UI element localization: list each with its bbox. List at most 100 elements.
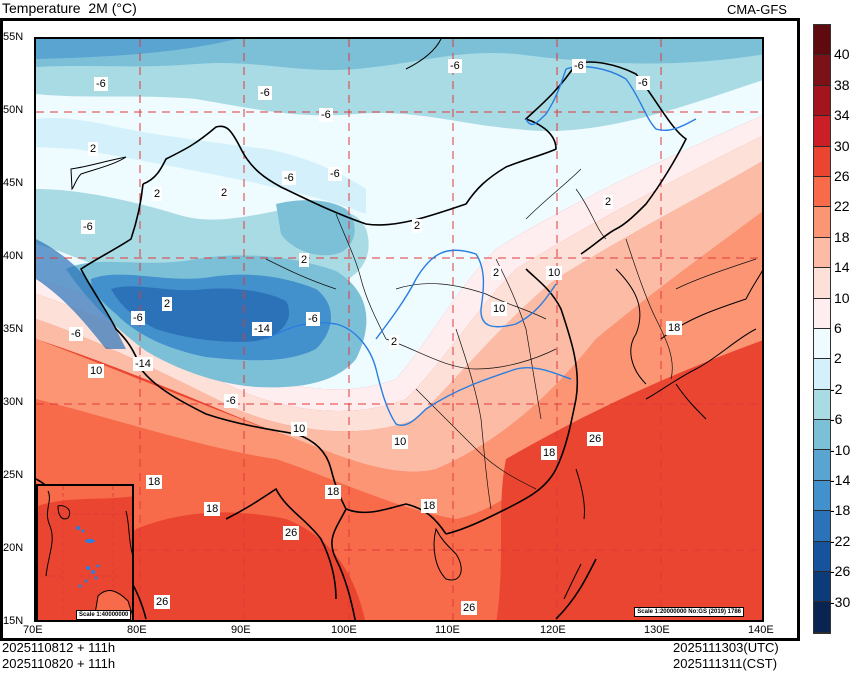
contour-label: 18 (325, 485, 342, 499)
colorbar-tick-label: -26 (830, 563, 851, 580)
contour-label: -6 (319, 108, 333, 122)
lon-label: 70E (23, 624, 43, 636)
colorbar-tick-label: 26 (834, 168, 850, 184)
contour-label: -6 (282, 171, 296, 185)
lat-label: 55N (3, 31, 24, 43)
contour-label: -6 (636, 76, 650, 90)
init-time-cst: 2025110820 + 111h (2, 656, 116, 671)
lat-label: 15N (3, 615, 24, 627)
contour-label: 2 (491, 266, 502, 280)
colorbar-segment (814, 298, 830, 329)
contour-label: -14 (252, 322, 272, 336)
colorbar-tick-label: -14 (830, 472, 851, 488)
contour-label: -6 (306, 312, 320, 326)
contour-label: 26 (461, 601, 478, 615)
colorbar-segment (814, 541, 830, 573)
colorbar-segment (814, 328, 830, 360)
contour-label: -6 (94, 77, 108, 91)
contour-label: -14 (133, 357, 153, 371)
contour-label: -6 (572, 59, 586, 73)
contour-label: -6 (69, 327, 83, 341)
temperature-map[interactable]: -6 -6 -6 -6 -6 -6 2 -6 -6 2 2 -6 2 2 2 2… (34, 37, 764, 622)
contour-label: 26 (283, 526, 300, 540)
lat-label: 30N (3, 396, 24, 408)
lon-label: 110E (435, 624, 460, 636)
colorbar-tick-label: 18 (834, 228, 850, 245)
inset-map (38, 486, 132, 620)
colorbar-segment (814, 237, 830, 269)
contour-label: 10 (392, 435, 409, 449)
temperature-field (36, 39, 762, 620)
colorbar-tick-label: -2 (830, 380, 843, 397)
lon-label: 90E (231, 624, 251, 636)
contour-label: 2 (412, 219, 423, 233)
south-china-sea-inset: Scale 1:40000000 (36, 484, 134, 620)
colorbar-segment (814, 268, 830, 299)
colorbar-tick-label: 30 (834, 137, 850, 154)
contour-label: 18 (421, 499, 438, 513)
colorbar-tick-label: 10 (834, 289, 850, 306)
contour-label: 18 (204, 502, 221, 516)
contour-label: 18 (146, 475, 163, 489)
contour-label: -6 (328, 167, 342, 181)
colorbar-tick-label: 40 (834, 46, 850, 63)
lat-label: 25N (3, 469, 24, 481)
colorbar-segment (814, 420, 830, 451)
colorbar-tick-label: -22 (830, 532, 851, 549)
valid-time-utc: 2025111303(UTC) (673, 640, 779, 655)
contour-label: 2 (299, 253, 310, 267)
province-boundaries (265, 168, 757, 510)
colorbar-tick-label: -30 (830, 593, 851, 610)
contour-label: 18 (666, 321, 683, 335)
colorbar-tick-label: 34 (834, 107, 850, 124)
colorbar-segment (814, 572, 830, 603)
colorbar (813, 24, 831, 634)
colorbar-segment (814, 602, 830, 633)
colorbar-segment (814, 25, 830, 56)
contour-label: 10 (546, 266, 563, 280)
contour-label: -6 (448, 59, 462, 73)
colorbar-segment (814, 511, 830, 542)
valid-time-cst: 2025111311(CST) (673, 656, 778, 671)
colorbar-tick-label: -6 (830, 411, 843, 428)
lat-label: 40N (3, 250, 24, 262)
contour-label: 10 (291, 422, 308, 436)
lon-label: 140E (748, 624, 774, 636)
colorbar-segment (814, 85, 830, 117)
contour-label: -6 (258, 86, 272, 100)
colorbar-tick-label: -10 (830, 441, 851, 458)
lat-label: 50N (3, 104, 24, 116)
contour-label: 18 (541, 446, 558, 460)
contour-label: 2 (389, 335, 400, 349)
lat-label: 35N (3, 323, 24, 335)
lon-label: 100E (331, 624, 357, 636)
lon-label: 120E (540, 624, 566, 636)
colorbar-segment (814, 146, 830, 177)
contour-label: 26 (154, 595, 171, 609)
colorbar-tick-label: 38 (834, 76, 850, 93)
colorbar-tick-label: 6 (834, 320, 842, 336)
colorbar-tick-label: -18 (830, 502, 851, 519)
map-scale: Scale 1:20000000 No:GS (2019) 1786 (634, 607, 744, 617)
colorbar-tick-label: 2 (834, 350, 842, 367)
map-title: Temperature 2M (°C) (2, 0, 137, 16)
contour-label: 2 (603, 195, 614, 209)
model-name: CMA-GFS (727, 2, 787, 17)
colorbar-segment (814, 116, 830, 147)
contour-label: -6 (131, 311, 145, 325)
lon-label: 130E (644, 624, 670, 636)
inset-scale: Scale 1:40000000 (76, 610, 132, 620)
figure-frame (0, 18, 800, 641)
contour-label: -6 (224, 394, 238, 408)
lat-label: 20N (3, 542, 24, 554)
colorbar-segment (814, 176, 830, 208)
contour-label: 26 (587, 432, 604, 446)
lon-label: 80E (127, 624, 147, 636)
contour-label: 2 (162, 297, 173, 311)
lat-label: 45N (3, 177, 24, 189)
init-time-utc: 2025110812 + 111h (2, 640, 116, 655)
contour-label: 2 (152, 187, 163, 201)
contour-label: 2 (219, 186, 230, 200)
contour-label: 10 (88, 364, 105, 378)
colorbar-segment (814, 480, 830, 512)
